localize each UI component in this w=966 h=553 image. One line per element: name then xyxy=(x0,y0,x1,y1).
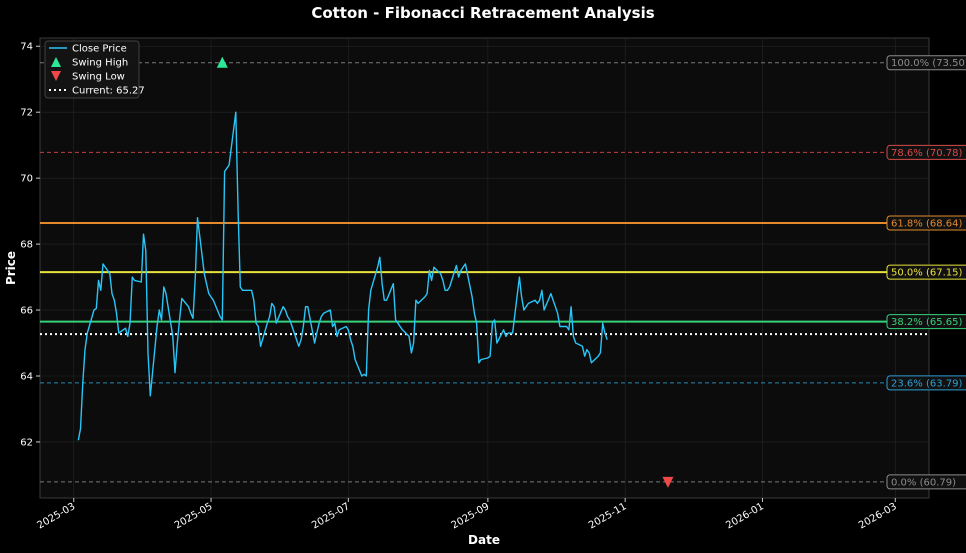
swing-markers xyxy=(216,56,674,488)
fib-level-label: 50.0% (67.15) xyxy=(891,268,962,279)
y-tick-label: 68 xyxy=(20,240,33,251)
fib-level-label: 78.6% (70.78) xyxy=(891,148,962,159)
swing-low-marker xyxy=(662,476,674,488)
fib-level-box xyxy=(886,55,966,71)
swing-high-marker xyxy=(216,56,228,68)
fib-level-label: 61.8% (68.64) xyxy=(891,218,962,229)
legend: Close Price Swing High Swing Low Current: 6… xyxy=(44,40,145,99)
y-axis-title: Price xyxy=(4,251,18,285)
legend-label: Close Price xyxy=(72,44,127,55)
plot-area xyxy=(39,37,930,499)
chart-title: Cotton - Fibonacci Retracement Analysis xyxy=(311,4,654,22)
fibonacci-levels: 100.0% (73.50) 78.6% (70.78) 61.8% (68.64)… xyxy=(40,55,966,490)
legend-label: Swing Low xyxy=(72,72,125,83)
y-tick-label: 64 xyxy=(20,371,33,382)
price-series xyxy=(77,111,608,441)
y-tick-label: 62 xyxy=(20,437,33,448)
y-tick-label: 66 xyxy=(20,306,33,317)
fib-level-box xyxy=(886,144,966,160)
fib-level-label: 100.0% (73.50) xyxy=(891,58,966,69)
grid xyxy=(40,38,929,498)
legend-swing-low-swatch xyxy=(51,71,61,81)
legend-label: Current: 65.27 xyxy=(72,86,145,97)
legend-label: Swing High xyxy=(72,58,128,69)
fib-level-box xyxy=(886,474,966,490)
y-tick-label: 74 xyxy=(20,42,33,53)
fib-level-label: 38.2% (65.65) xyxy=(891,317,962,328)
fib-level-box xyxy=(886,264,966,280)
y-tick-label: 72 xyxy=(20,108,33,119)
fib-level-label: 0.0% (60.79) xyxy=(891,477,956,488)
fib-level-label: 23.6% (63.79) xyxy=(891,378,962,389)
legend-box xyxy=(44,40,140,99)
legend-swing-high-swatch xyxy=(51,57,61,67)
x-axis-title: Date xyxy=(468,533,500,547)
y-tick-label: 70 xyxy=(20,174,33,185)
close-price-line xyxy=(77,111,608,441)
fib-level-box xyxy=(886,314,966,330)
fib-level-box xyxy=(886,215,966,231)
fib-level-box xyxy=(886,375,966,391)
